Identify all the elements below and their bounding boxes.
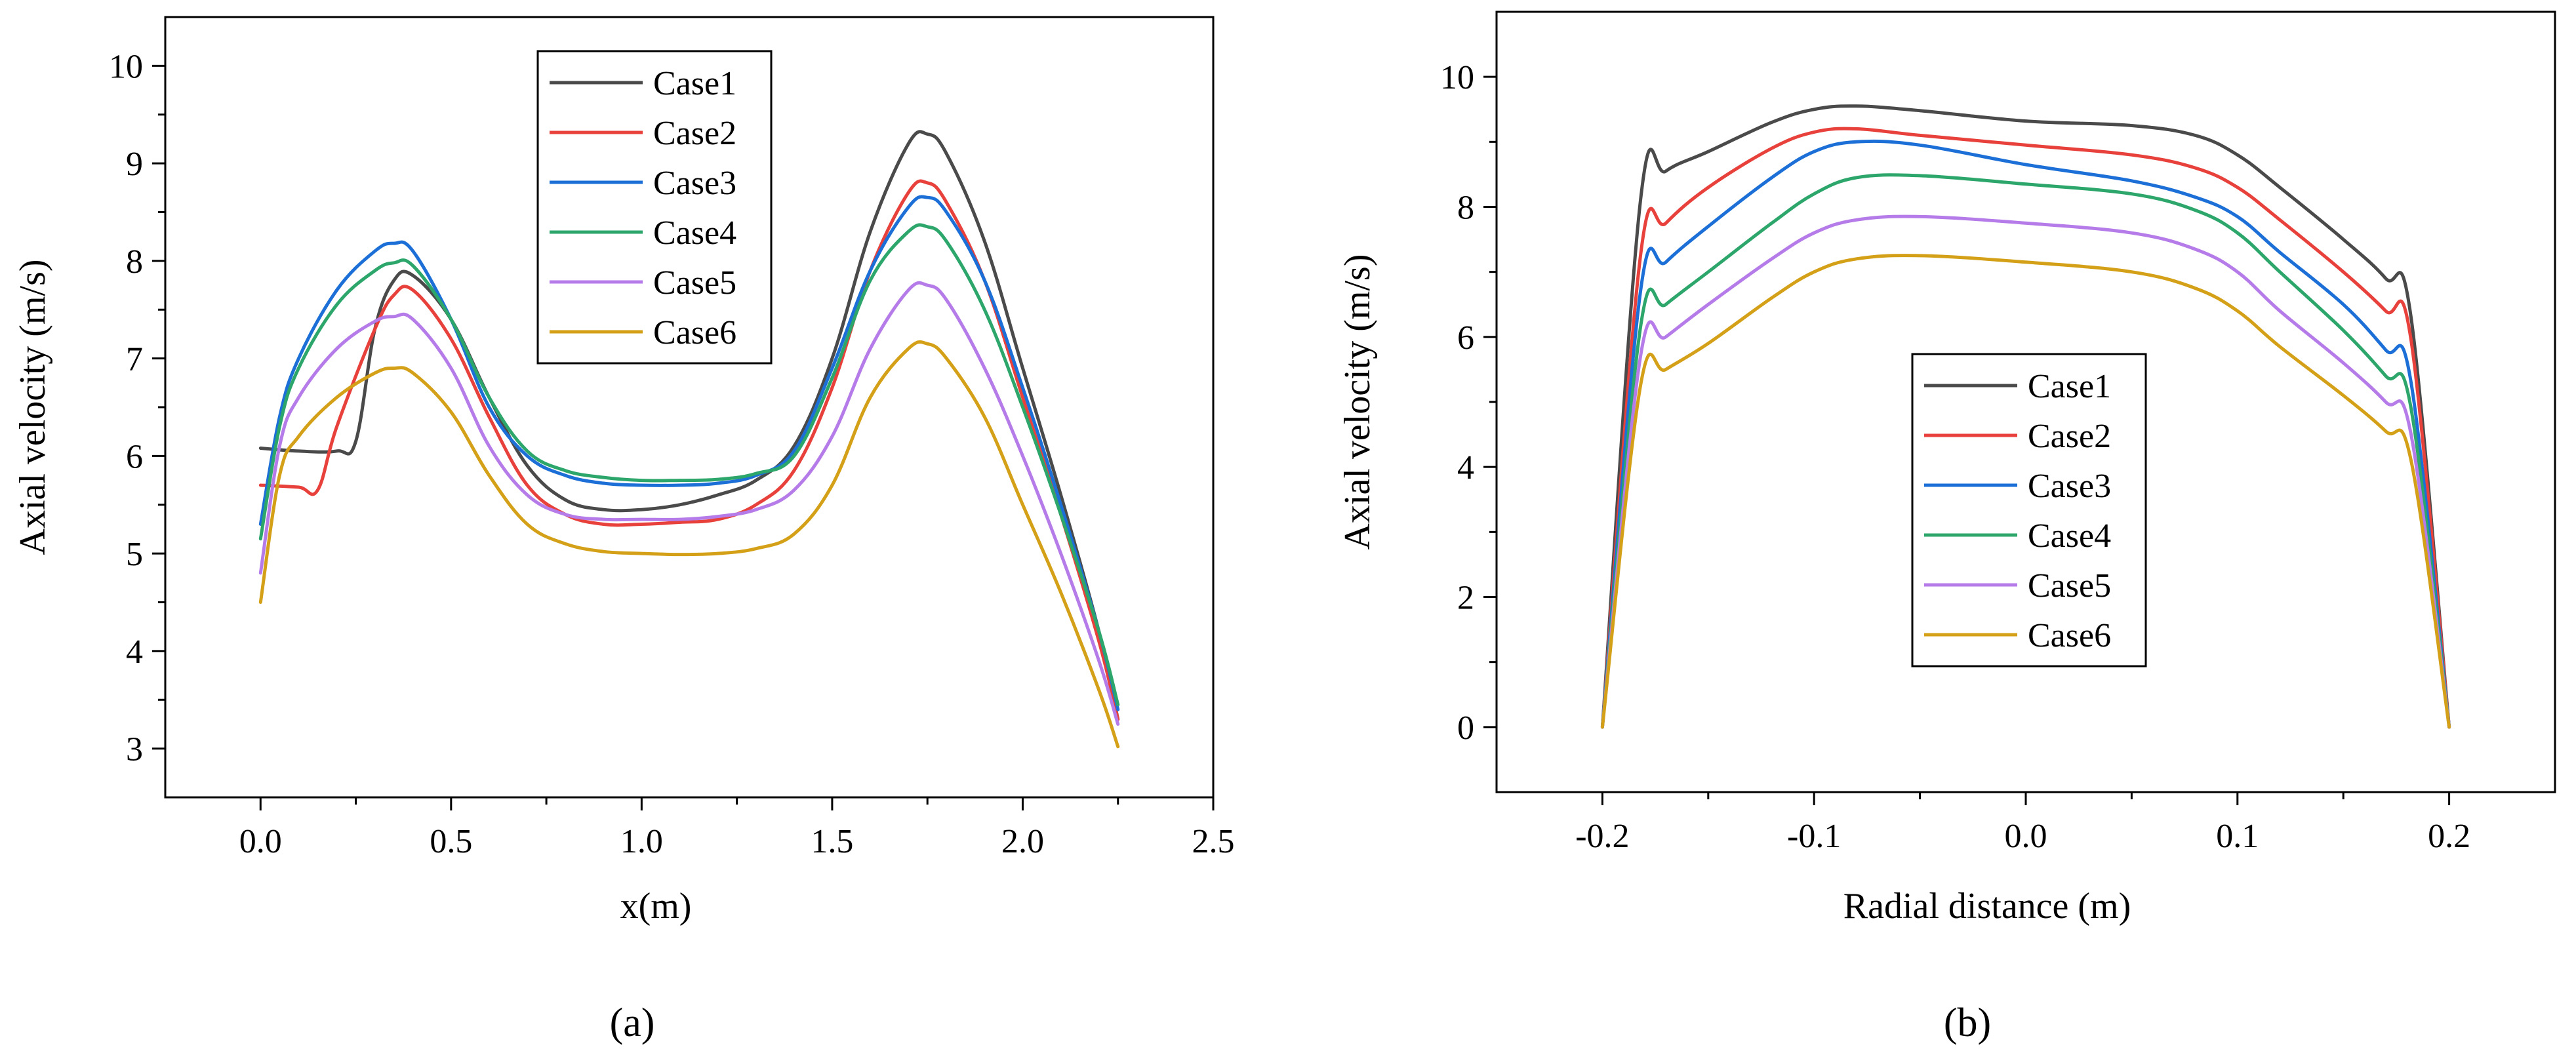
series-line-case4 — [1600, 173, 2451, 729]
series-line-case1 — [1600, 104, 2451, 729]
series-line-case2 — [258, 179, 1120, 721]
series-line-case5 — [1600, 214, 2451, 729]
y-tick-label-b: 4 — [1457, 449, 1474, 487]
chart-panel-a: 0.0 0.5 1.0 1.5 2.0 2.5 3 4 5 6 7 8 9 10 x(m) Axial … — [12, 16, 1235, 1045]
series-line-case3 — [258, 195, 1120, 711]
x-tick-label-a: 1.0 — [620, 823, 663, 860]
panel-label-a: (a) — [610, 1001, 655, 1045]
legend-label-case4: Case4 — [653, 214, 736, 252]
legend-b: Case1 Case2 Case3 Case4 Case5 Case6 — [1911, 353, 2147, 668]
x-tick-label-b: 0.2 — [2428, 818, 2470, 855]
y-tick-label-b: 8 — [1457, 189, 1474, 227]
x-tick-label-b: -0.2 — [1575, 818, 1629, 855]
y-tick-label-b: 10 — [1440, 59, 1474, 96]
series-group-a — [258, 130, 1120, 749]
x-tick-label-a: 0.5 — [430, 823, 472, 860]
y-tick-label-b: 0 — [1457, 709, 1474, 747]
x-axis-title-a: x(m) — [620, 886, 692, 927]
y-tick-label-a: 4 — [126, 633, 143, 671]
x-tick-label-b: 0.0 — [2005, 818, 2047, 855]
legend-label-case4: Case4 — [2028, 517, 2111, 555]
legend-box-a — [536, 50, 773, 365]
x-tick-label-a: 2.5 — [1192, 823, 1235, 860]
y-tick-label-b: 6 — [1457, 319, 1474, 357]
legend-label-case2: Case2 — [653, 115, 736, 152]
series-line-case6 — [1600, 254, 2451, 729]
y-ticks-b: 0 2 4 6 8 10 — [1440, 59, 1497, 747]
x-ticks-b: -0.2 -0.1 0.0 0.1 0.2 — [1575, 792, 2470, 855]
series-line-case3 — [1600, 139, 2451, 729]
y-tick-label-a: 3 — [126, 731, 143, 768]
y-tick-label-a: 9 — [126, 146, 143, 183]
series-line-case4 — [258, 223, 1120, 707]
series-group-b — [1600, 104, 2451, 729]
x-tick-label-b: 0.1 — [2216, 818, 2259, 855]
y-tick-label-a: 6 — [126, 438, 143, 475]
legend-a: Case1 Case2 Case3 Case4 Case5 Case6 — [536, 50, 773, 365]
legend-label-case2: Case2 — [2028, 418, 2111, 455]
y-tick-label-b: 2 — [1457, 580, 1474, 617]
series-line-case6 — [258, 340, 1120, 749]
legend-label-case6: Case6 — [653, 314, 736, 351]
y-tick-label-a: 8 — [126, 243, 143, 281]
legend-label-case3: Case3 — [2028, 468, 2111, 505]
y-ticks-a: 3 4 5 6 7 8 9 10 — [109, 48, 165, 768]
legend-label-case1: Case1 — [2028, 368, 2111, 405]
x-axis-title-b: Radial distance (m) — [1843, 886, 2131, 927]
x-tick-label-b: -0.1 — [1787, 818, 1841, 855]
y-tick-label-a: 7 — [126, 341, 143, 378]
y-tick-label-a: 10 — [109, 48, 143, 85]
chart-panel-b: -0.2 -0.1 0.0 0.1 0.2 0 2 4 6 8 10 Radial distanc… — [1337, 10, 2556, 1045]
y-axis-title-a: Axial velocity (m/s) — [12, 259, 53, 555]
legend-label-case1: Case1 — [653, 65, 736, 102]
legend-label-case5: Case5 — [653, 264, 736, 302]
legend-label-case3: Case3 — [653, 165, 736, 202]
legend-box-b — [1911, 353, 2147, 668]
y-tick-label-a: 5 — [126, 536, 143, 573]
panel-label-b: (b) — [1944, 1001, 1991, 1045]
series-line-case1 — [258, 130, 1120, 721]
series-line-case5 — [258, 281, 1120, 726]
y-axis-title-b: Axial velocity (m/s) — [1337, 254, 1378, 549]
legend-label-case5: Case5 — [2028, 567, 2111, 605]
legend-label-case6: Case6 — [2028, 617, 2111, 654]
series-line-case2 — [1600, 127, 2451, 729]
x-tick-label-a: 2.0 — [1001, 823, 1044, 860]
x-ticks-a: 0.0 0.5 1.0 1.5 2.0 2.5 — [239, 797, 1235, 860]
x-tick-label-a: 0.0 — [239, 823, 282, 860]
x-tick-label-a: 1.5 — [811, 823, 853, 860]
